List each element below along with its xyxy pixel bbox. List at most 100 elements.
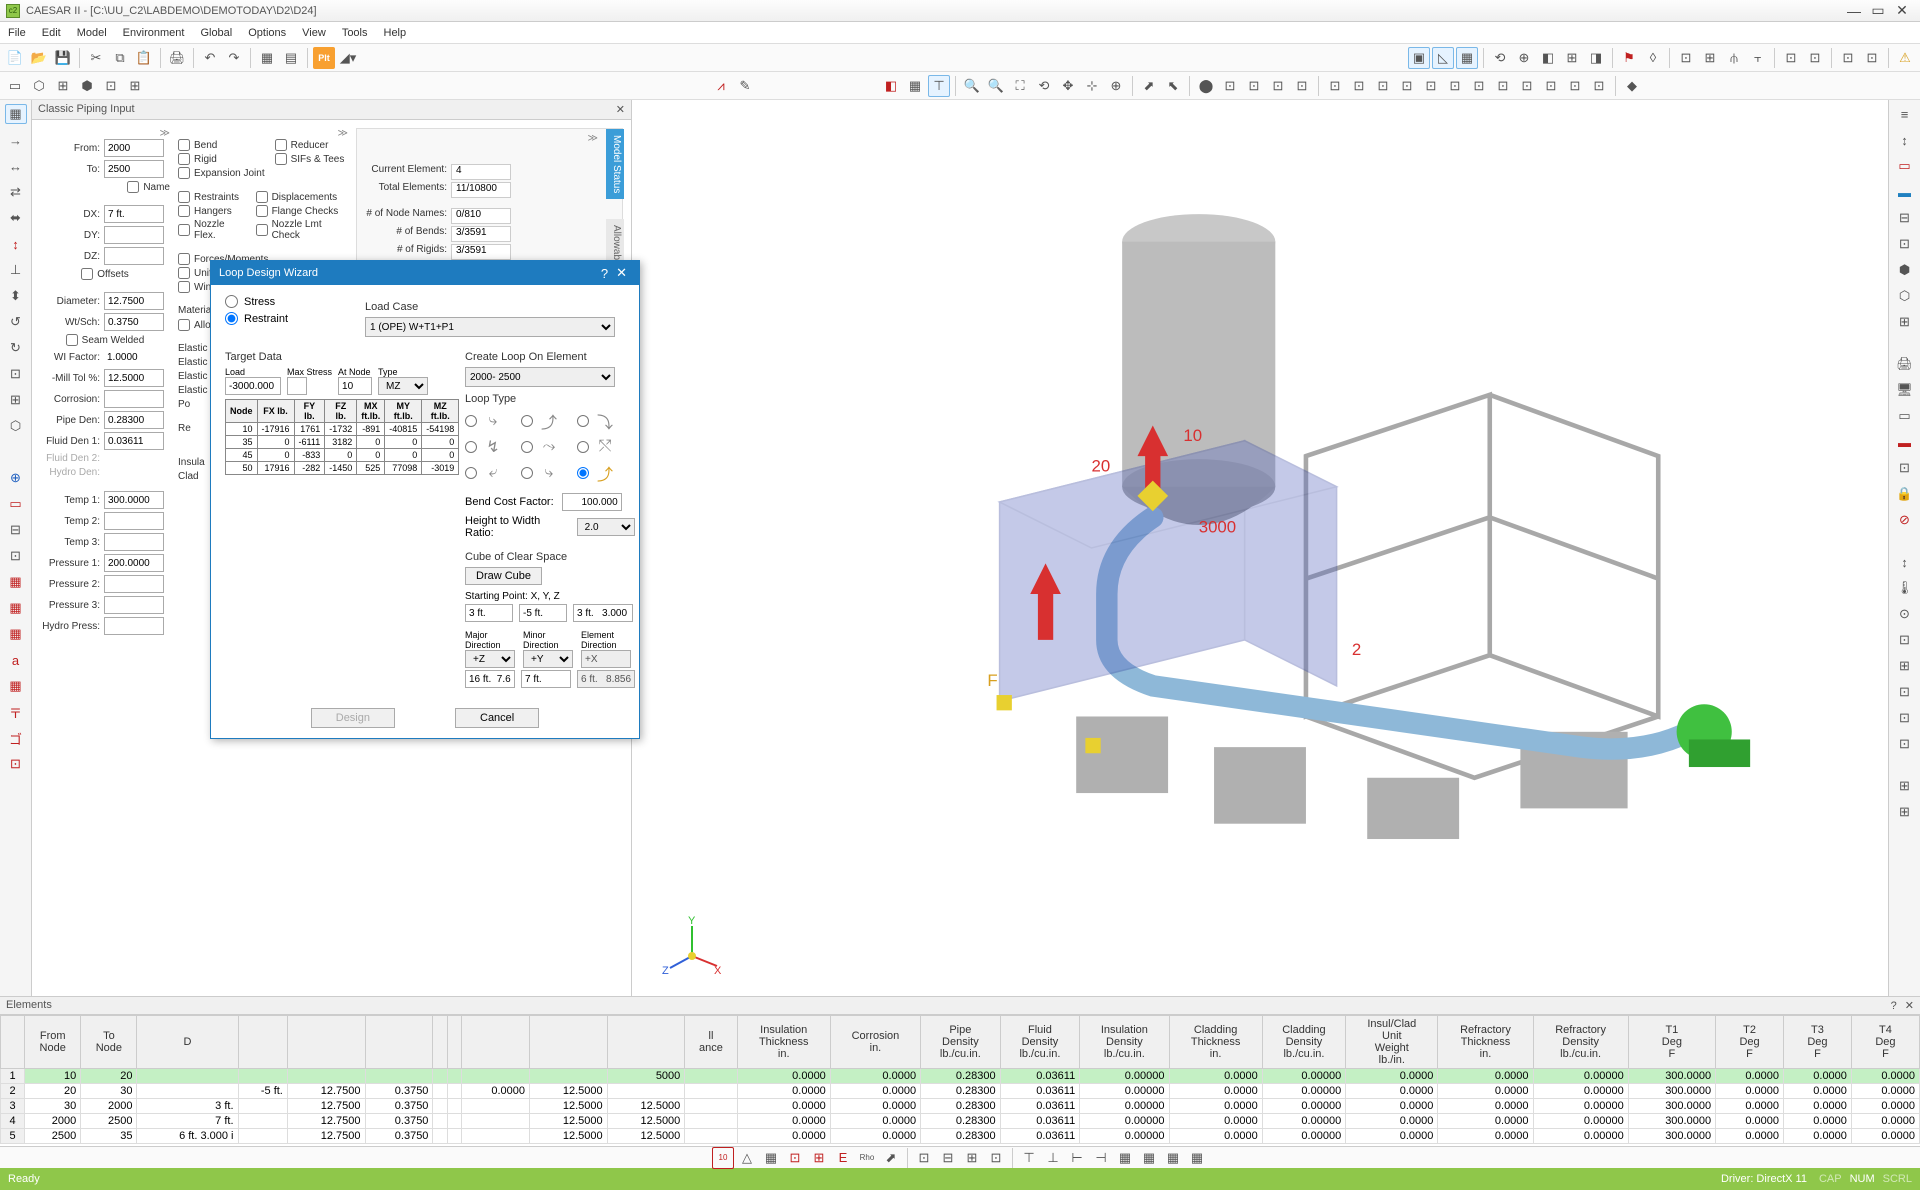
from-input[interactable] (104, 139, 164, 157)
tb-icon[interactable]: ▭ (4, 75, 26, 97)
corr-input[interactable] (104, 390, 164, 408)
disp-cb[interactable] (256, 191, 268, 203)
bt-icon[interactable]: ▦ (1114, 1147, 1136, 1169)
copy-icon[interactable]: ⧉ (109, 47, 131, 69)
t3-input[interactable] (104, 533, 164, 551)
tb-icon[interactable]: ⫛ (1723, 47, 1745, 69)
panel-close-icon[interactable]: ✕ (616, 103, 625, 116)
select-icon[interactable]: ⬉ (1162, 75, 1184, 97)
rt-icon[interactable]: ▭ (1894, 156, 1916, 176)
rt-icon[interactable]: ⊙ (1894, 604, 1916, 624)
loop-radio[interactable] (521, 467, 533, 479)
lt-icon[interactable]: ▦ (5, 676, 27, 696)
tb-icon[interactable]: ✎ (734, 75, 756, 97)
tb-icon[interactable]: ⊡ (1243, 75, 1265, 97)
spy-input[interactable] (519, 604, 567, 622)
tb-icon[interactable]: ⊡ (1837, 47, 1859, 69)
lt-icon[interactable]: ▦ (5, 104, 27, 124)
load-input[interactable] (225, 377, 281, 395)
pulse-icon[interactable]: ⩘ (710, 75, 732, 97)
lt-icon[interactable]: ↻ (5, 338, 27, 358)
lt-icon[interactable]: ⇄ (5, 182, 27, 202)
menu-global[interactable]: Global (200, 27, 232, 39)
tb-icon[interactable]: ⊡ (1372, 75, 1394, 97)
uniform-cb[interactable] (178, 267, 190, 279)
mill-input[interactable] (104, 369, 164, 387)
lt-icon[interactable]: ↺ (5, 312, 27, 332)
save-icon[interactable]: 💾 (52, 47, 74, 69)
loop-radio[interactable] (577, 441, 589, 453)
tb-icon[interactable]: ⊡ (1492, 75, 1514, 97)
sifs-cb[interactable] (275, 153, 287, 165)
tb-icon[interactable]: ⊡ (1219, 75, 1241, 97)
wl-input[interactable] (104, 348, 164, 366)
rt-icon[interactable]: ▭ (1894, 406, 1916, 426)
design-button[interactable]: Design (311, 708, 395, 728)
tb-icon[interactable]: ⊡ (1267, 75, 1289, 97)
menu-model[interactable]: Model (77, 27, 107, 39)
tb-icon[interactable]: ⊹ (1081, 75, 1103, 97)
tb-icon[interactable]: ⊕ (1105, 75, 1127, 97)
rt-icon[interactable]: ⊡ (1894, 734, 1916, 754)
bt-icon[interactable]: ▦ (760, 1147, 782, 1169)
lt-icon[interactable]: ⊡ (5, 754, 27, 774)
minv-input[interactable] (521, 670, 571, 688)
name-checkbox[interactable] (127, 181, 139, 193)
lt-icon[interactable]: ゴ (5, 728, 27, 748)
type-select[interactable]: MZ (378, 377, 428, 395)
tb-icon[interactable]: ▤ (280, 47, 302, 69)
close-button[interactable]: ✕ (1890, 2, 1914, 19)
rt-icon[interactable]: ⊞ (1894, 312, 1916, 332)
menu-view[interactable]: View (302, 27, 326, 39)
lt-icon[interactable]: ⊞ (5, 390, 27, 410)
draw-cube-button[interactable]: Draw Cube (465, 567, 542, 585)
bt-icon[interactable]: ⊡ (784, 1147, 806, 1169)
tb-icon[interactable]: ◆ (1621, 75, 1643, 97)
tb-icon[interactable]: ⊡ (1675, 47, 1697, 69)
tb-icon[interactable]: ⊡ (1780, 47, 1802, 69)
zoom-in-icon[interactable]: 🔍 (961, 75, 983, 97)
bt-icon[interactable]: ⊢ (1066, 1147, 1088, 1169)
loadcase-select[interactable]: 1 (OPE) W+T1+P1 (365, 317, 615, 337)
loop-radio[interactable] (465, 415, 477, 427)
rt-icon[interactable]: ⊞ (1894, 656, 1916, 676)
tb-icon[interactable]: ◧ (880, 75, 902, 97)
flange-cb[interactable] (256, 205, 268, 217)
bt-icon[interactable]: △ (736, 1147, 758, 1169)
tb-icon[interactable]: ⊞ (1561, 47, 1583, 69)
lt-icon[interactable]: ↕ (5, 234, 27, 254)
nozzlmt-cb[interactable] (256, 224, 268, 236)
lt-icon[interactable]: ⬌ (5, 208, 27, 228)
vtab-model-status[interactable]: Model Status (606, 129, 624, 199)
tb-icon[interactable]: ▦ (256, 47, 278, 69)
element-select[interactable]: 2000- 2500 (465, 367, 615, 387)
tb-icon[interactable]: ⟲ (1489, 47, 1511, 69)
menu-edit[interactable]: Edit (42, 27, 61, 39)
bt-icon[interactable]: 10 (712, 1147, 734, 1169)
tb-icon[interactable]: ◊ (1642, 47, 1664, 69)
diameter-input[interactable] (104, 292, 164, 310)
offsets-checkbox[interactable] (81, 268, 93, 280)
grid-help-icon[interactable]: ? (1891, 1000, 1897, 1012)
bt-icon[interactable]: ⊞ (808, 1147, 830, 1169)
seam-checkbox[interactable] (66, 334, 78, 346)
bt-icon[interactable]: E (832, 1147, 854, 1169)
rt-icon[interactable]: ≡ (1894, 104, 1916, 124)
rt-icon[interactable]: 🔒 (1894, 484, 1916, 504)
dialog-titlebar[interactable]: Loop Design Wizard ? ✕ (211, 261, 639, 285)
tb-icon[interactable]: ⊞ (124, 75, 146, 97)
cylinder-icon[interactable]: ⬤ (1195, 75, 1217, 97)
grid-close-icon[interactable]: ✕ (1905, 1000, 1914, 1012)
view-mode-icon[interactable]: ▣ (1408, 47, 1430, 69)
bt-icon[interactable]: ▦ (1138, 1147, 1160, 1169)
bend-cb[interactable] (178, 139, 190, 151)
tb-icon[interactable]: ◨ (1585, 47, 1607, 69)
spx-input[interactable] (465, 604, 513, 622)
nozzflex-cb[interactable] (178, 224, 190, 236)
bt-icon[interactable]: ⊟ (937, 1147, 959, 1169)
bt-icon[interactable]: ▦ (1186, 1147, 1208, 1169)
bt-icon[interactable]: ⊣ (1090, 1147, 1112, 1169)
bt-icon[interactable]: ⊡ (985, 1147, 1007, 1169)
hp-input[interactable] (104, 617, 164, 635)
dz-input[interactable] (104, 247, 164, 265)
